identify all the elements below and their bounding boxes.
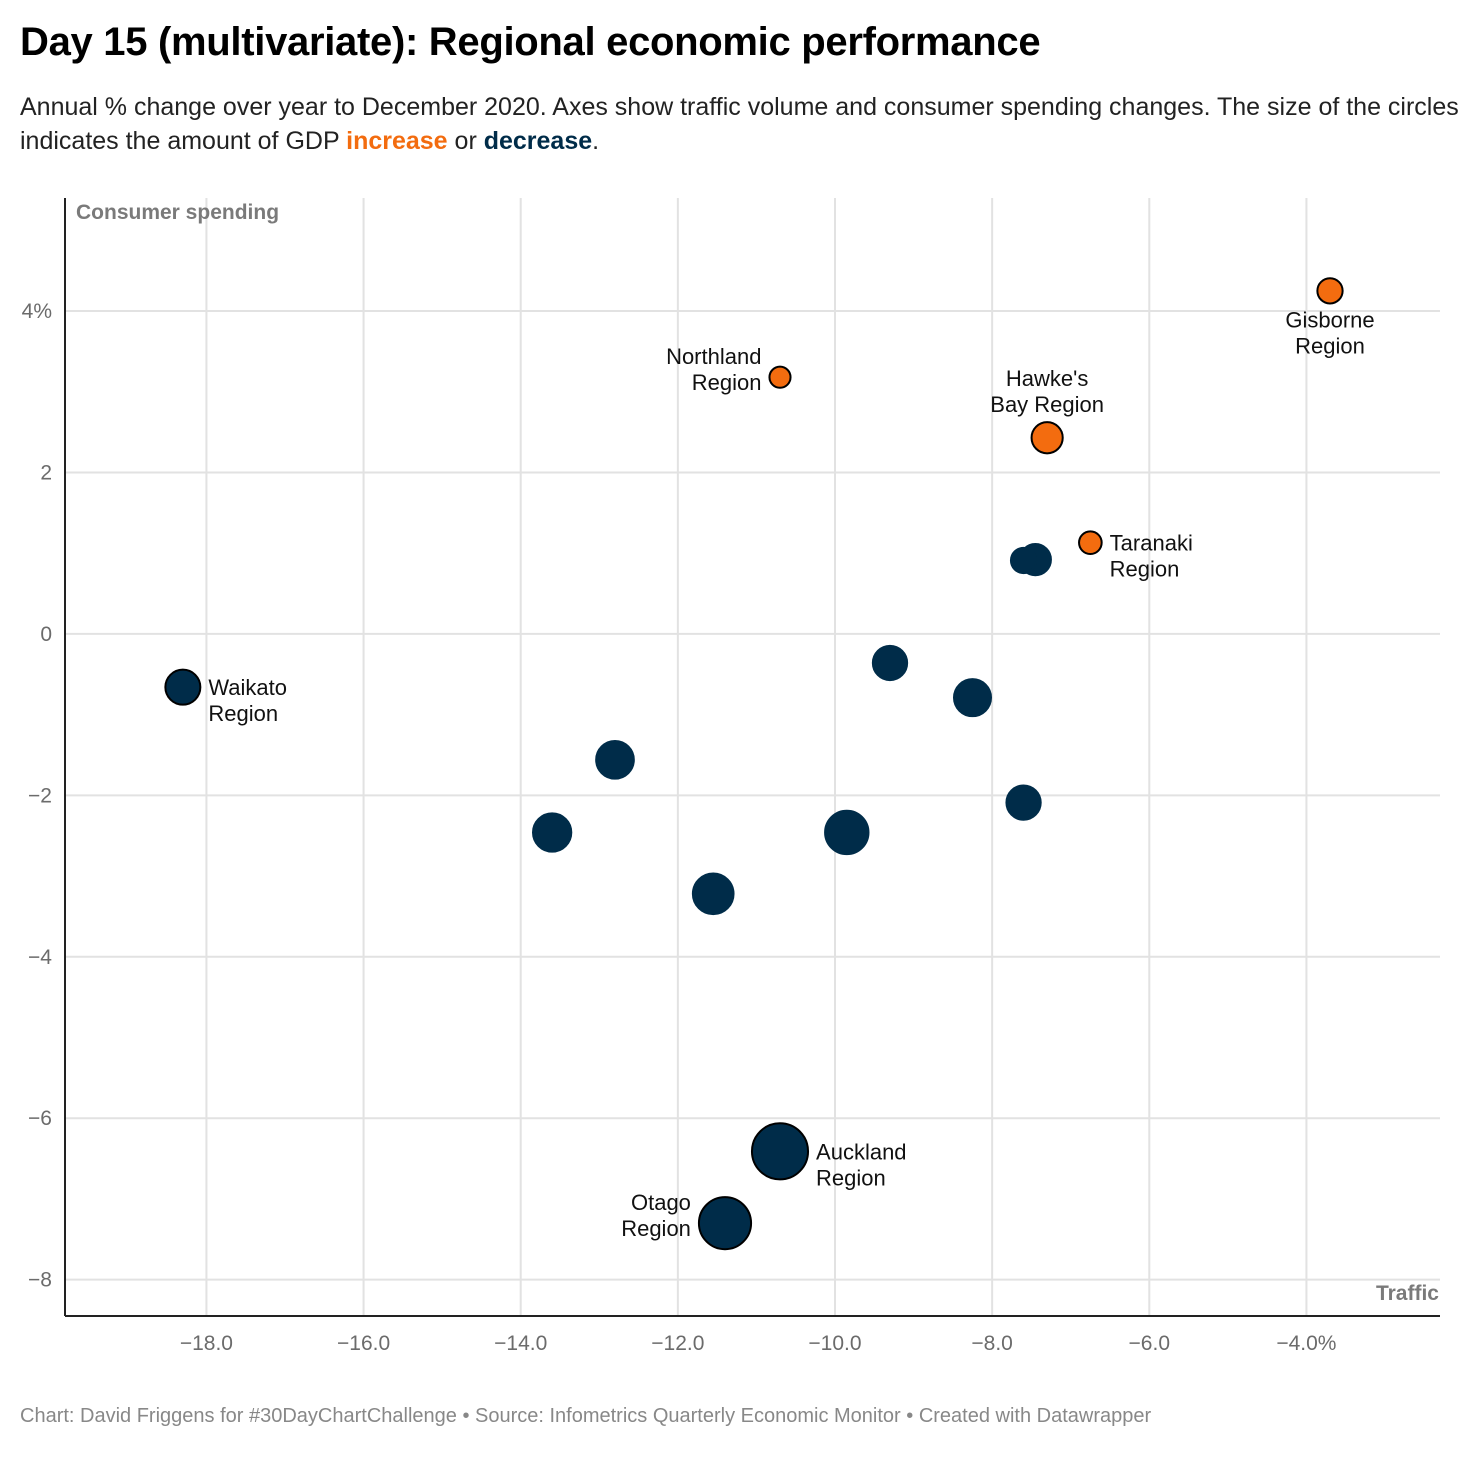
point-label-line: Auckland xyxy=(816,1139,907,1164)
point-label-line: Region xyxy=(208,701,278,726)
data-point xyxy=(164,668,202,706)
grid xyxy=(65,198,1440,1316)
data-point xyxy=(824,809,870,856)
point-label-line: Hawke's xyxy=(1006,366,1088,391)
data-point xyxy=(1009,546,1038,575)
x-tick-label: −4.0% xyxy=(1276,1332,1336,1355)
point-label-line: Taranaki xyxy=(1110,531,1193,556)
data-point xyxy=(1005,784,1042,821)
point-label-line: Waikato xyxy=(208,675,287,700)
data-point xyxy=(595,739,635,780)
data-point xyxy=(1030,421,1064,455)
point-label-line: Otago xyxy=(631,1190,691,1215)
data-point xyxy=(1316,277,1344,305)
y-tick-label: 4% xyxy=(22,300,52,323)
increase-legend-word: increase xyxy=(346,127,448,155)
data-point xyxy=(871,644,909,682)
y-tick-label: −6 xyxy=(28,1107,52,1130)
x-tick-label: −18.0 xyxy=(180,1332,233,1355)
point-label-line: Region xyxy=(692,370,762,395)
y-tick-label: 2 xyxy=(40,461,52,484)
point-label-line: Gisborne xyxy=(1285,307,1374,332)
data-point xyxy=(952,678,993,718)
x-tick-label: −6.0 xyxy=(1129,1332,1170,1355)
data-point xyxy=(1078,530,1103,556)
point-label: Waikato Region xyxy=(208,675,287,726)
point-label: Taranaki Region xyxy=(1110,531,1193,582)
point-label-line: Region xyxy=(1110,557,1180,582)
y-axis-title: Consumer spending xyxy=(76,201,279,224)
point-label-line: Northland xyxy=(666,344,761,369)
point-label: Otago Region xyxy=(621,1190,691,1241)
data-point xyxy=(531,812,573,853)
point-label-line: Bay Region xyxy=(990,392,1104,417)
subtitle-connector: or xyxy=(447,127,484,155)
chart-footer: Chart: David Friggens for #30DayChartCha… xyxy=(20,1405,1152,1427)
y-tick-label: −4 xyxy=(28,946,52,969)
y-tick-label: −8 xyxy=(28,1269,52,1292)
y-tick-label: −2 xyxy=(28,784,52,807)
x-tick-label: −14.0 xyxy=(494,1332,547,1355)
axes: −18.0 −16.0 −14.0 −12.0 −10.0 −8.0 −6.0 −4.0% 4%… xyxy=(22,198,1440,1355)
subtitle-text: Annual % change over year to December 20… xyxy=(20,93,1459,155)
point-label-line: Region xyxy=(621,1216,691,1241)
point-label-line: Region xyxy=(816,1165,886,1190)
point-label: Hawke's Bay Region xyxy=(990,366,1104,417)
y-tick-label: 0 xyxy=(40,623,52,646)
point-label-line: Region xyxy=(1295,333,1365,358)
subtitle-end: . xyxy=(592,127,600,155)
point-label: Gisborne Region xyxy=(1285,307,1374,358)
point-label: Northland Region xyxy=(666,344,761,395)
x-tick-label: −12.0 xyxy=(651,1332,704,1355)
data-point xyxy=(697,1196,753,1251)
data-point xyxy=(768,365,792,389)
chart-title: Day 15 (multivariate): Regional economic… xyxy=(20,20,1041,64)
point-label: Auckland Region xyxy=(816,1139,907,1190)
data-point xyxy=(750,1122,810,1181)
data-point xyxy=(691,872,735,916)
x-tick-label: −8.0 xyxy=(971,1332,1012,1355)
scatter-chart: −18.0 −16.0 −14.0 −12.0 −10.0 −8.0 −6.0 −4.0% 4%… xyxy=(22,198,1440,1355)
chart-subtitle: Annual % change over year to December 20… xyxy=(20,90,1460,158)
x-tick-label: −10.0 xyxy=(808,1332,861,1355)
decrease-legend-word: decrease xyxy=(483,127,593,155)
data-points xyxy=(164,277,1344,1251)
x-axis-title: Traffic xyxy=(1376,1282,1439,1305)
x-tick-label: −16.0 xyxy=(337,1332,390,1355)
